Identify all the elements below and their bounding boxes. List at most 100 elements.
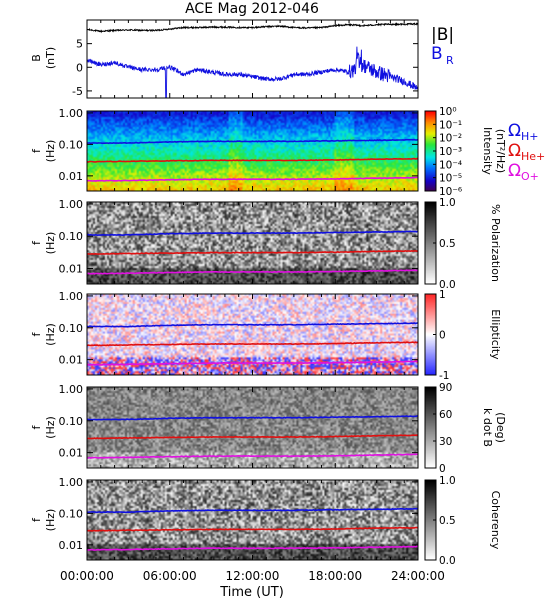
colorbar-label: Coherency bbox=[489, 491, 502, 550]
colorbar-tick-label: 10⁻⁵ bbox=[439, 173, 462, 185]
y-tick-label: 0.10 bbox=[59, 507, 84, 520]
colorbar-label: % Polarization bbox=[489, 204, 502, 282]
y-tick-label: 1.00 bbox=[59, 198, 84, 211]
colorbar-ellipticity bbox=[425, 294, 436, 375]
spectrogram-intensity bbox=[87, 111, 418, 191]
colorbar-tick-label: 0.5 bbox=[439, 515, 456, 527]
gyro-legend-symbol: Ω bbox=[508, 161, 521, 181]
panel-frames bbox=[86, 19, 437, 561]
x-tick-label: 06:00:00 bbox=[143, 569, 197, 583]
y-tick-label: 0.01 bbox=[59, 262, 84, 275]
colorbar-tick-label: 60 bbox=[439, 409, 452, 421]
gyro-legend-subscript: He+ bbox=[521, 150, 545, 163]
y-axis-units: (Hz) bbox=[44, 509, 57, 532]
legend-Btotal: |B| bbox=[431, 25, 454, 45]
gyrofrequency-line-H bbox=[86, 415, 419, 421]
y-axis-label: f bbox=[30, 148, 43, 153]
gyro-legend-symbol: Ω bbox=[508, 141, 521, 161]
y-tick-label: 0.10 bbox=[59, 138, 84, 151]
y-tick-label: 0 bbox=[76, 61, 83, 74]
panel-frame bbox=[86, 19, 419, 99]
gyrofrequency-line-He bbox=[86, 526, 419, 532]
y-tick-label: 0.10 bbox=[59, 230, 84, 243]
colorbar-tick-label: 1.0 bbox=[439, 197, 456, 209]
x-tick-label: 12:00:00 bbox=[226, 569, 280, 583]
colorbar-label: Intensity bbox=[481, 127, 494, 175]
legend-BR-subscript: R bbox=[446, 54, 454, 67]
gyrofrequency-line-H bbox=[86, 322, 419, 328]
legend-BR: B bbox=[431, 44, 443, 64]
y-tick-label: 1.00 bbox=[59, 383, 84, 396]
spectrogram-images bbox=[87, 111, 436, 560]
y-axis-label: f bbox=[30, 240, 43, 245]
axis-text: 50-5B (nT)|B|B R10⁰10⁻¹10⁻²10⁻³10⁻⁴10⁻⁵10⁻… bbox=[30, 25, 545, 583]
colorbar-tick-label: 1 bbox=[439, 289, 446, 301]
x-axis-label: Time (UT) bbox=[219, 585, 284, 600]
y-tick-label: 1.00 bbox=[59, 290, 84, 303]
colorbar-tick-label: 0 bbox=[439, 463, 446, 475]
gyrofrequency-line-O bbox=[86, 360, 419, 366]
gyrofrequency-line-He bbox=[86, 157, 419, 163]
y-tick-label: 0.01 bbox=[59, 170, 84, 183]
y-axis-label: f bbox=[30, 331, 43, 336]
y-axis-label: B bbox=[30, 54, 43, 62]
y-tick-label: 0.01 bbox=[59, 354, 84, 367]
gyrofrequency-line-O bbox=[87, 269, 419, 275]
gyro-legend-symbol: Ω bbox=[508, 121, 521, 141]
colorbar-tick-label: 0.0 bbox=[439, 555, 456, 567]
gyrofrequency-line-O bbox=[87, 453, 419, 459]
y-axis-units: (Hz) bbox=[44, 323, 57, 346]
y-tick-label: 1.00 bbox=[59, 476, 84, 489]
y-axis-label: f bbox=[30, 424, 43, 429]
y-tick-label: 5 bbox=[76, 38, 83, 51]
y-tick-label: 1.00 bbox=[59, 107, 84, 120]
spectrogram-coherency bbox=[87, 480, 418, 560]
gyro-legend-subscript: O+ bbox=[521, 170, 539, 183]
colorbar-intensity bbox=[425, 111, 436, 191]
colorbar-tick-label: 10⁻⁶ bbox=[439, 186, 462, 198]
line-series-Btotal bbox=[86, 22, 419, 34]
y-tick-label: 0.01 bbox=[59, 539, 84, 552]
y-axis-units: (nT) bbox=[44, 47, 57, 69]
gyrofrequency-line-H bbox=[86, 230, 419, 237]
figure-title: ACE Mag 2012-046 bbox=[185, 1, 319, 17]
colorbar-polarization bbox=[425, 202, 436, 284]
spectrogram-kdotb bbox=[87, 387, 418, 468]
y-axis-units: (Hz) bbox=[44, 140, 57, 163]
gyrofrequency-line-O bbox=[86, 545, 418, 551]
spectrogram-polarization bbox=[87, 202, 418, 284]
spectrogram-ellipticity bbox=[87, 294, 418, 375]
colorbar-label: k dot B bbox=[481, 408, 494, 447]
y-axis-units: (Hz) bbox=[44, 416, 57, 439]
y-tick-label: 0.10 bbox=[59, 415, 84, 428]
colorbar-tick-label: 10⁰ bbox=[439, 106, 457, 118]
colorbar-tick-label: 1.0 bbox=[439, 475, 456, 487]
gyrofrequency-line-He bbox=[86, 341, 419, 347]
colorbar-units: (Deg) bbox=[494, 412, 507, 443]
colorbar-tick-label: 90 bbox=[439, 382, 452, 394]
y-axis-label: f bbox=[30, 517, 43, 522]
colorbar-frame bbox=[424, 386, 437, 469]
data-lines bbox=[86, 22, 419, 551]
y-tick-label: 0.10 bbox=[59, 322, 84, 335]
colorbar-tick-label: 0.5 bbox=[439, 238, 456, 250]
y-tick-label: 0.01 bbox=[59, 447, 84, 460]
colorbar-tick-label: 0.0 bbox=[439, 279, 456, 291]
colorbar-tick-label: 10⁻² bbox=[439, 133, 462, 145]
colorbar-tick-label: -1 bbox=[439, 370, 449, 382]
colorbar-tick-label: 10⁻³ bbox=[439, 146, 462, 158]
line-series-BR bbox=[86, 46, 419, 98]
gyrofrequency-line-H bbox=[86, 507, 419, 514]
colorbar-tick-label: 30 bbox=[439, 436, 452, 448]
y-tick-label: -5 bbox=[72, 85, 83, 98]
x-tick-label: 18:00:00 bbox=[308, 569, 362, 583]
colorbar-kdotb bbox=[425, 387, 436, 468]
gyrofrequency-line-He bbox=[86, 249, 419, 255]
colorbar-units: (nT²/Hz) bbox=[494, 129, 507, 173]
y-axis-units: (Hz) bbox=[44, 232, 57, 255]
colorbar-tick-label: 10⁻⁴ bbox=[439, 159, 462, 171]
colorbar-coherency bbox=[425, 480, 436, 560]
colorbar-label: Ellipticity bbox=[489, 309, 502, 360]
colorbar-tick-label: 0 bbox=[439, 330, 446, 342]
